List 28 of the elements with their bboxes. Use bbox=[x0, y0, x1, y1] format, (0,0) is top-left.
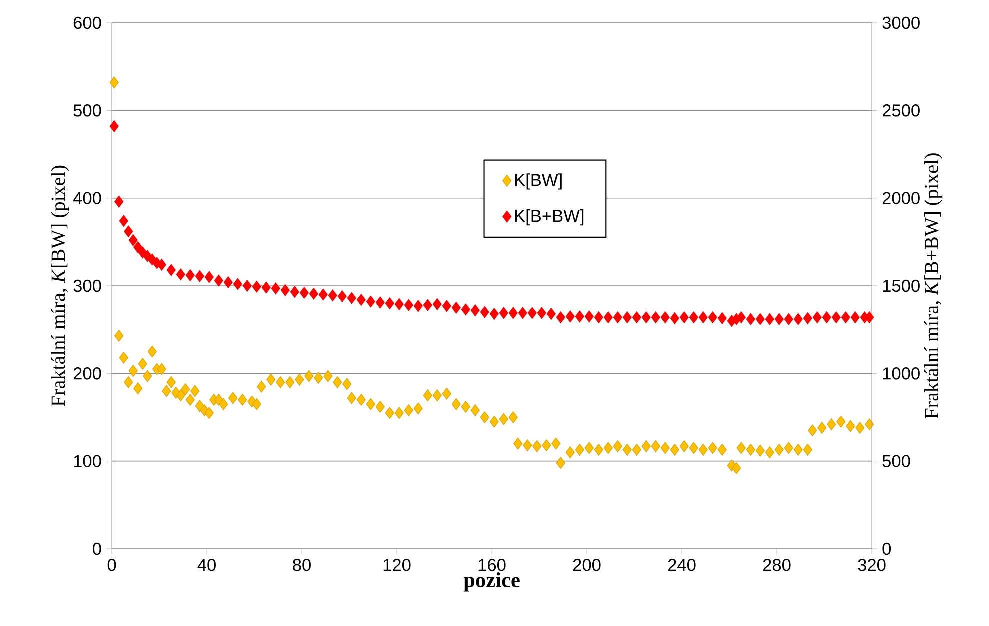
x-tick-label: 0 bbox=[108, 559, 116, 572]
y-tick-label: 0 bbox=[92, 542, 102, 556]
y-tick-label: 100 bbox=[74, 455, 102, 468]
y2-tick-label: 2500 bbox=[882, 104, 920, 117]
x-tick-label: 120 bbox=[384, 559, 411, 572]
y2-axis-title: Fraktální míra, K[B+BW] (pixel) bbox=[924, 154, 943, 419]
y2-tick-label: 1000 bbox=[883, 368, 920, 380]
x-tick-label: 40 bbox=[198, 559, 216, 572]
x-tick-label: 160 bbox=[478, 559, 506, 572]
x-axis-title: pozice bbox=[464, 572, 520, 592]
y-tick-label: 200 bbox=[74, 368, 102, 380]
y2-tick-label: 1500 bbox=[883, 280, 920, 292]
legend-label: K[B+BW] bbox=[515, 210, 584, 226]
y-axis-title: Fraktální míra, K[BW] (pixel) bbox=[51, 166, 70, 406]
y2-tick-label: 3000 bbox=[882, 16, 920, 30]
x-tick-label: 280 bbox=[763, 559, 791, 572]
y2-tick-label: 2000 bbox=[882, 192, 920, 204]
y-tick-label: 500 bbox=[74, 104, 102, 117]
x-tick-label: 240 bbox=[668, 559, 696, 572]
y2-tick-label: 500 bbox=[882, 455, 910, 468]
y-tick-label: 600 bbox=[74, 16, 102, 30]
y-tick-label: 400 bbox=[73, 192, 102, 204]
x-tick-label: 320 bbox=[858, 559, 886, 572]
x-tick-label: 200 bbox=[573, 559, 601, 572]
legend-label: K[BW] bbox=[515, 174, 562, 190]
y-tick-label: 300 bbox=[74, 280, 102, 292]
x-tick-label: 80 bbox=[293, 559, 311, 572]
y2-tick-label: 0 bbox=[882, 542, 892, 556]
